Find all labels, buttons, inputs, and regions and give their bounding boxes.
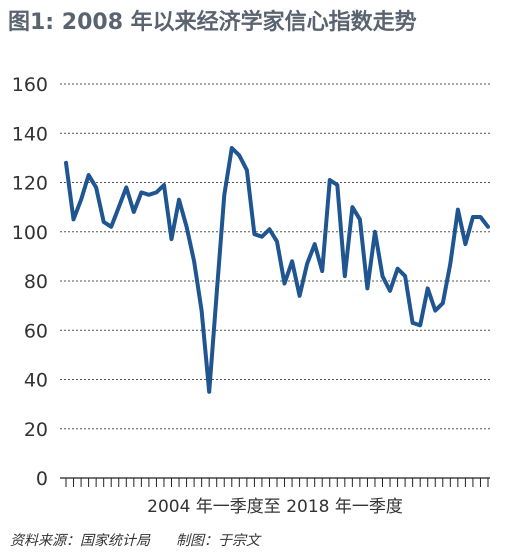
y-tick-label: 80 (24, 271, 48, 293)
series-line (64, 146, 490, 394)
chart-title: 图1: 2008 年以来经济学家信心指数走势 (8, 10, 417, 35)
y-tick-label: 60 (24, 320, 48, 342)
y-tick-label: 140 (12, 123, 48, 145)
source-line: 资料来源：国家统计局 制图：于宗文 (10, 530, 260, 550)
x-axis-label: 2004 年一季度至 2018 年一季度 (147, 497, 403, 517)
y-tick-label: 120 (12, 173, 48, 195)
data-source: 资料来源：国家统计局 (10, 533, 150, 549)
chart-credit: 制图：于宗文 (176, 533, 260, 549)
y-tick-label: 160 (12, 74, 48, 96)
y-tick-label: 40 (24, 370, 48, 392)
y-tick-label: 20 (24, 419, 48, 441)
y-tick-label: 0 (36, 468, 48, 490)
y-tick-label: 100 (12, 222, 48, 244)
